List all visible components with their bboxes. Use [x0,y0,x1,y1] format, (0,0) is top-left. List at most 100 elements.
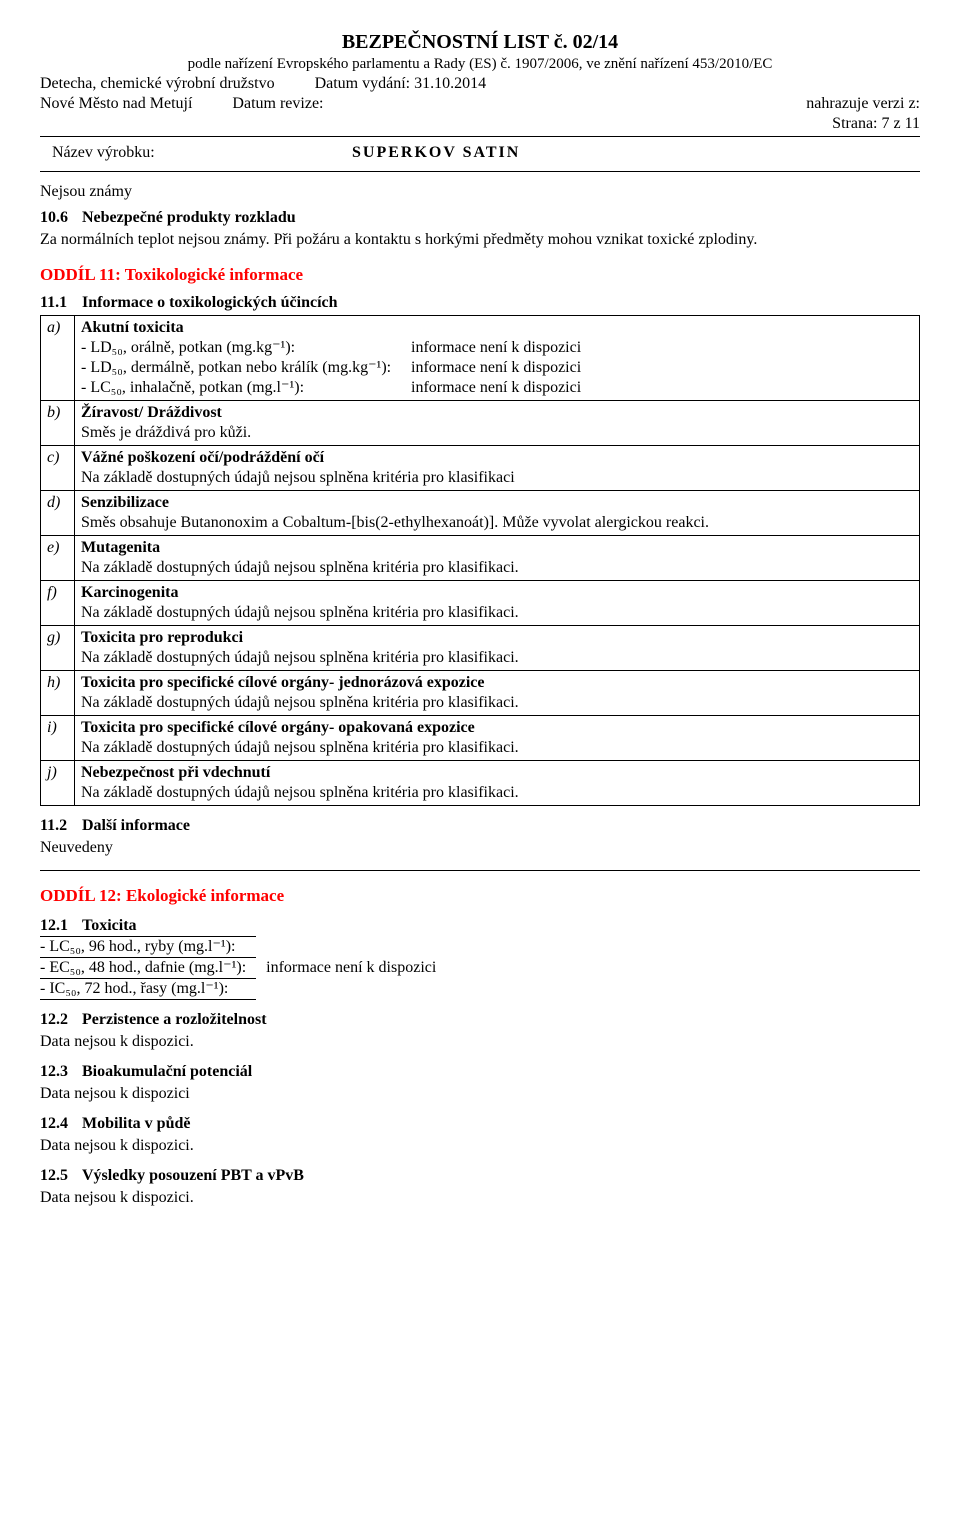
doc-title: BEZPEČNOSTNÍ LIST č. 02/14 [40,30,920,55]
tox-left: - LD₅₀, dermálně, potkan nebo králík (mg… [81,358,411,378]
heading-11-2: 11.2 Další informace [40,816,920,836]
replaces-label: nahrazuje verzi z: [806,94,920,114]
company-city: Nové Město nad Metují [40,94,192,114]
row-letter: b) [41,401,75,446]
heading-title: Perzistence a rozložitelnost [82,1010,267,1030]
heading-title: Další informace [82,816,190,836]
heading-num: 12.1 [40,916,82,936]
row-title: Vážné poškození očí/podráždění očí [81,448,913,468]
table-row: a) Akutní toxicita - LD₅₀, orálně, potka… [41,316,920,401]
heading-num: 11.1 [40,293,82,313]
tox-right: informace není k dispozici [411,378,581,398]
tox-right: informace není k dispozici [411,338,581,358]
table-row: g) Toxicita pro reprodukci Na základě do… [41,626,920,671]
section-12-title: ODDÍL 12: Ekologické informace [40,885,920,906]
heading-title: Informace o toxikologických účincích [82,293,338,313]
eco-cell: - EC₅₀, 48 hod., dafnie (mg.l⁻¹): [40,958,256,979]
page-number: Strana: 7 z 11 [40,114,920,134]
row-title: Toxicita pro specifické cílové orgány- j… [81,673,913,693]
tox-line: - LC₅₀, inhalačně, potkan (mg.l⁻¹): info… [81,378,913,398]
heading-12-2: 12.2 Perzistence a rozložitelnost [40,1010,920,1030]
heading-num: 10.6 [40,208,82,228]
eco-value: informace není k dispozici [256,937,446,1000]
table-row: i) Toxicita pro specifické cílové orgány… [41,716,920,761]
heading-12-4: 12.4 Mobilita v půdě [40,1114,920,1134]
divider [40,870,920,871]
text-12-5: Data nejsou k dispozici. [40,1188,920,1208]
row-title: Akutní toxicita [81,318,913,338]
row-letter: j) [41,761,75,806]
product-row: Název výrobku: SUPERKOV SATIN [40,139,920,169]
row-text: Na základě dostupných údajů nejsou splně… [81,648,913,668]
table-row: f) Karcinogenita Na základě dostupných ú… [41,581,920,626]
heading-12-5: 12.5 Výsledky posouzení PBT a vPvB [40,1166,920,1186]
heading-num: 12.5 [40,1166,82,1186]
table-row: b) Žíravost/ Dráždivost Směs je dráždivá… [41,401,920,446]
table-row: j) Nebezpečnost při vdechnutí Na základě… [41,761,920,806]
row-letter: g) [41,626,75,671]
heading-title: Nebezpečné produkty rozkladu [82,208,296,228]
text-not-known: Nejsou známy [40,182,920,202]
row-text: Na základě dostupných údajů nejsou splně… [81,558,913,578]
row-text: Na základě dostupných údajů nejsou splně… [81,603,913,623]
company-name: Detecha, chemické výrobní družstvo [40,74,275,94]
heading-11-1: 11.1 Informace o toxikologických účincíc… [40,293,920,313]
row-letter: a) [41,316,75,401]
tox-line: - LD₅₀, orálně, potkan (mg.kg⁻¹): inform… [81,338,913,358]
row-text: Na základě dostupných údajů nejsou splně… [81,783,913,803]
heading-title: Bioakumulační potenciál [82,1062,252,1082]
text-12-3: Data nejsou k dispozici [40,1084,920,1104]
row-title: Karcinogenita [81,583,913,603]
text-12-2: Data nejsou k dispozici. [40,1032,920,1052]
doc-subtitle: podle nařízení Evropského parlamentu a R… [40,55,920,74]
divider [40,171,920,172]
heading-num: 12.4 [40,1114,82,1134]
row-title: Senzibilizace [81,493,913,513]
row-letter: c) [41,446,75,491]
table-row: c) Vážné poškození očí/podráždění očí Na… [41,446,920,491]
row-text: Na základě dostupných údajů nejsou splně… [81,693,913,713]
row-title: Toxicita pro specifické cílové orgány- o… [81,718,913,738]
table-row: d) Senzibilizace Směs obsahuje Butanonox… [41,491,920,536]
row-text: Směs obsahuje Butanonoxim a Cobaltum-[bi… [81,513,913,533]
date-rev: Datum revize: [192,94,806,114]
row-title: Žíravost/ Dráždivost [81,403,913,423]
header-row-2: Nové Město nad Metují Datum revize: nahr… [40,94,920,114]
row-letter: e) [41,536,75,581]
text-12-4: Data nejsou k dispozici. [40,1136,920,1156]
tox-left: - LD₅₀, orálně, potkan (mg.kg⁻¹): [81,338,411,358]
heading-title: Mobilita v půdě [82,1114,190,1134]
table-row: e) Mutagenita Na základě dostupných údaj… [41,536,920,581]
heading-num: 12.2 [40,1010,82,1030]
row-text: Na základě dostupných údajů nejsou splně… [81,738,913,758]
row-text: Směs je dráždivá pro kůži. [81,423,913,443]
text-11-2: Neuvedeny [40,838,920,858]
tox-left: - LC₅₀, inhalačně, potkan (mg.l⁻¹): [81,378,411,398]
section-11-title: ODDÍL 11: Toxikologické informace [40,264,920,285]
product-label: Název výrobku: [52,143,192,163]
row-letter: d) [41,491,75,536]
eco-cell: - IC₅₀, 72 hod., řasy (mg.l⁻¹): [40,979,256,1000]
product-name: SUPERKOV SATIN [192,143,520,163]
heading-10-6: 10.6 Nebezpečné produkty rozkladu [40,208,920,228]
tox-right: informace není k dispozici [411,358,581,378]
row-letter: h) [41,671,75,716]
heading-num: 11.2 [40,816,82,836]
row-text: Na základě dostupných údajů nejsou splně… [81,468,913,488]
table-row: - LC₅₀, 96 hod., ryby (mg.l⁻¹): informac… [40,937,446,958]
heading-12-3: 12.3 Bioakumulační potenciál [40,1062,920,1082]
eco-table: - LC₅₀, 96 hod., ryby (mg.l⁻¹): informac… [40,936,446,1000]
heading-num: 12.3 [40,1062,82,1082]
text-10-6: Za normálních teplot nejsou známy. Při p… [40,230,920,250]
header-row-1: Detecha, chemické výrobní družstvo Datum… [40,74,920,94]
heading-title: Výsledky posouzení PBT a vPvB [82,1166,304,1186]
divider [40,136,920,137]
tox-line: - LD₅₀, dermálně, potkan nebo králík (mg… [81,358,913,378]
row-letter: f) [41,581,75,626]
row-title: Toxicita pro reprodukci [81,628,913,648]
row-title: Nebezpečnost při vdechnutí [81,763,913,783]
table-row: h) Toxicita pro specifické cílové orgány… [41,671,920,716]
row-letter: i) [41,716,75,761]
date-issue: Datum vydání: 31.10.2014 [275,74,920,94]
eco-cell: - LC₅₀, 96 hod., ryby (mg.l⁻¹): [40,937,256,958]
